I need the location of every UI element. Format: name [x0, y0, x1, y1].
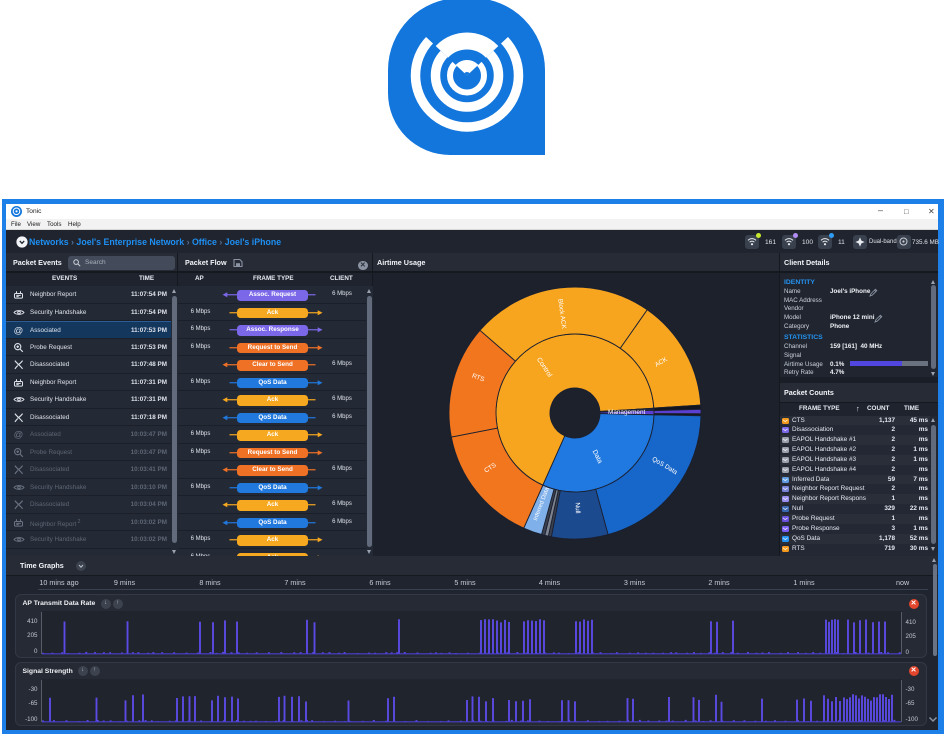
svg-text:Management: Management: [608, 409, 646, 416]
svg-text:Null: Null: [574, 502, 581, 513]
svg-text:@: @: [14, 326, 24, 337]
svg-text:@: @: [14, 430, 24, 441]
svg-text:Block ACK: Block ACK: [556, 298, 567, 330]
svg-text:RTS: RTS: [471, 373, 485, 384]
